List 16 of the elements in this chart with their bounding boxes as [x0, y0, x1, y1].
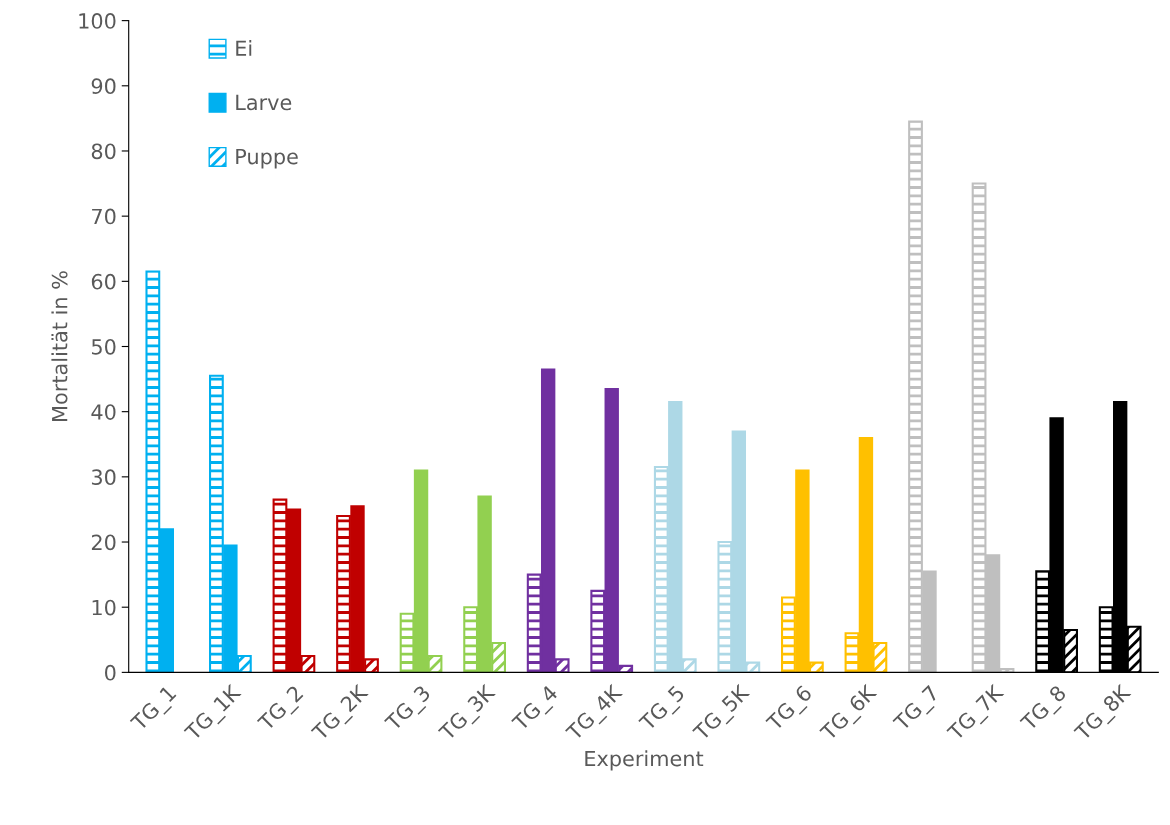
- y-tick-label: 0: [105, 664, 116, 681]
- y-tick-label: 40: [91, 404, 116, 420]
- y-tick-label: 50: [91, 338, 116, 355]
- y-tick-label: 20: [91, 534, 116, 551]
- y-tick-label: 100: [79, 13, 116, 29]
- legend-label: Puppe: [236, 148, 298, 169]
- y-tick-label: 90: [91, 78, 116, 95]
- legend-label: Larve: [236, 94, 292, 111]
- y-tick-label: 80: [91, 143, 116, 160]
- y-tick-label: 70: [92, 208, 116, 225]
- y-tick-label: 60: [91, 273, 116, 290]
- legend-label: Ei: [236, 40, 252, 56]
- x-axis-title: Experiment: [585, 750, 704, 771]
- y-tick-label: 30: [91, 469, 116, 486]
- y-axis-title: Mortalität in %: [51, 271, 68, 421]
- y-tick-label: 10: [92, 599, 116, 616]
